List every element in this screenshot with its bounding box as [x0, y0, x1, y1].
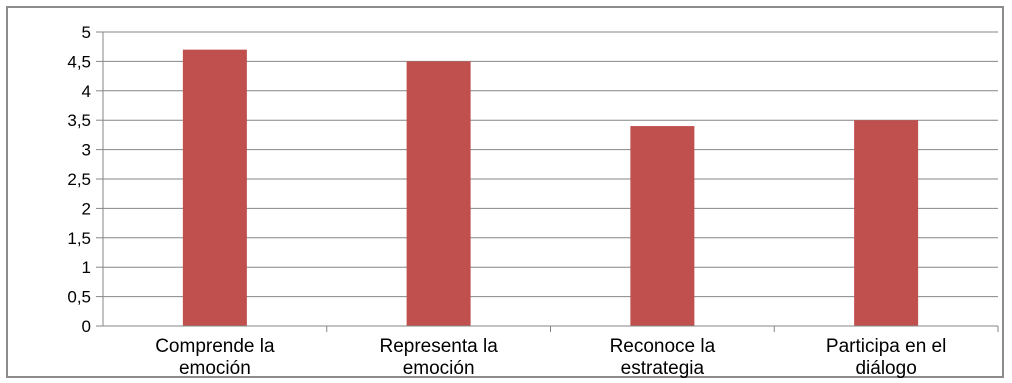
bars — [182, 49, 919, 327]
grid-lines — [103, 31, 998, 298]
x-category-label: Comprende la emoción — [155, 336, 275, 379]
y-tick-label: 1 — [82, 258, 91, 277]
y-tick-label: 3 — [82, 141, 91, 160]
y-tick-label: 4,5 — [67, 52, 91, 71]
y-tick-label: 2 — [82, 199, 91, 218]
x-category-label: Reconoce la estrategia — [610, 336, 716, 379]
y-tick-label: 0,5 — [67, 288, 91, 307]
chart-frame — [6, 6, 1004, 378]
bar — [406, 61, 471, 327]
x-category-label: Participa en el diálogo — [826, 336, 946, 379]
y-tick-labels: 0 0,5 1 1,5 2 2,5 3 3,5 4 4,5 5 — [67, 23, 91, 336]
axes — [96, 31, 999, 332]
y-tick-label: 0 — [82, 317, 91, 336]
y-tick-label: 4 — [82, 82, 91, 101]
bar — [854, 120, 919, 326]
y-tick-label: 1,5 — [67, 229, 91, 248]
y-tick-label: 5 — [82, 23, 91, 42]
x-category-labels: Comprende la emoción Representa la emoción R… — [155, 336, 946, 379]
x-category-label: Representa la emoción — [379, 336, 498, 379]
bar — [630, 126, 695, 326]
y-tick-label: 2,5 — [67, 170, 91, 189]
y-tick-label: 3,5 — [67, 111, 91, 130]
bar — [182, 49, 247, 326]
